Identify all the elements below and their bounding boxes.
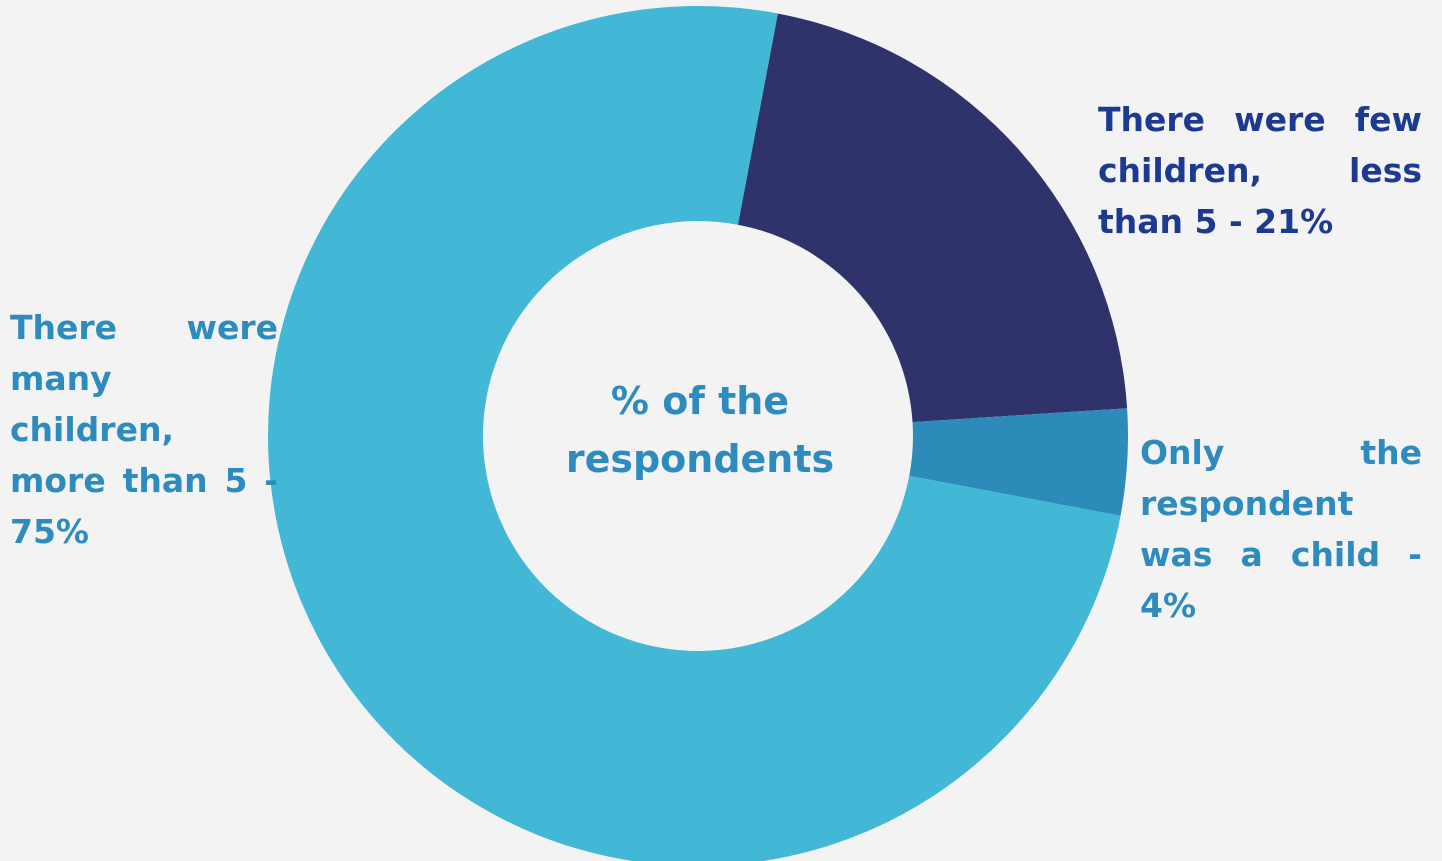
slice-only-respondent (909, 408, 1129, 516)
slice-label-only-respondent: Only the respondent was a child - 4% (1140, 433, 1422, 625)
slice-many-children (267, 6, 1121, 861)
slice-few-children (737, 13, 1128, 423)
slice-label-few-children: There were few children, less than 5 - 2… (1098, 100, 1422, 241)
donut-center-label: % of the respondents (565, 379, 835, 481)
slice-label-many-children: There were many children, more than 5 - … (10, 308, 278, 551)
